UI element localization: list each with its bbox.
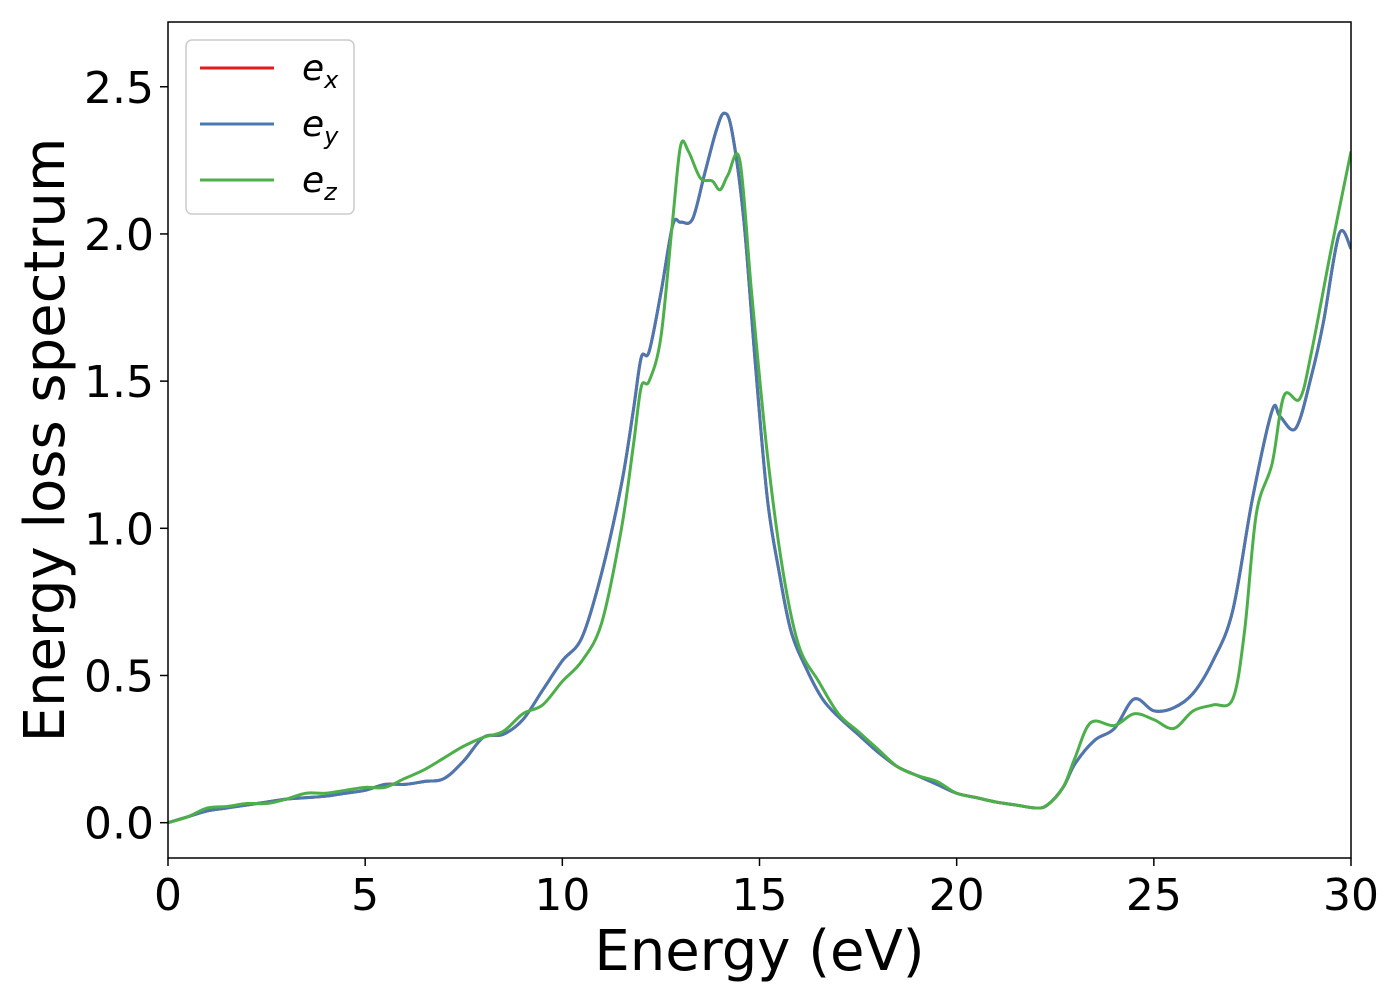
series-line-y xyxy=(168,111,1351,825)
x-tick-label: 0 xyxy=(154,870,182,921)
series-layer xyxy=(168,111,1351,825)
x-tick-label: 5 xyxy=(351,870,379,921)
y-tick-label: 0.0 xyxy=(84,799,154,850)
y-axis-title: Energy loss spectrum xyxy=(13,138,78,743)
x-tick-label: 25 xyxy=(1126,870,1182,921)
series-line-z xyxy=(168,139,1351,825)
legend-label-x: ex xyxy=(302,48,339,94)
y-tick-label: 1.0 xyxy=(84,504,154,555)
x-tick-label: 15 xyxy=(732,870,788,921)
y-tick-label: 0.5 xyxy=(84,651,154,702)
ticks-layer: 0 5 10 15 20 25 30 0.0 0.5 1.0 1.5 2.0 2.5 xyxy=(84,63,1379,921)
y-tick-label: 1.5 xyxy=(84,357,154,408)
legend-label-z: ez xyxy=(302,160,338,206)
series-line-x xyxy=(168,111,1351,825)
x-tick-label: 10 xyxy=(534,870,590,921)
x-tick-label: 30 xyxy=(1323,870,1379,921)
x-tick-label: 20 xyxy=(929,870,985,921)
y-tick-label: 2.5 xyxy=(84,63,154,114)
x-axis-title: Energy (eV) xyxy=(594,919,924,984)
legend-box xyxy=(185,39,355,215)
y-tick-label: 2.0 xyxy=(84,210,154,261)
legend-label-y: ey xyxy=(302,104,339,150)
legend: ex ey ez xyxy=(185,39,355,215)
